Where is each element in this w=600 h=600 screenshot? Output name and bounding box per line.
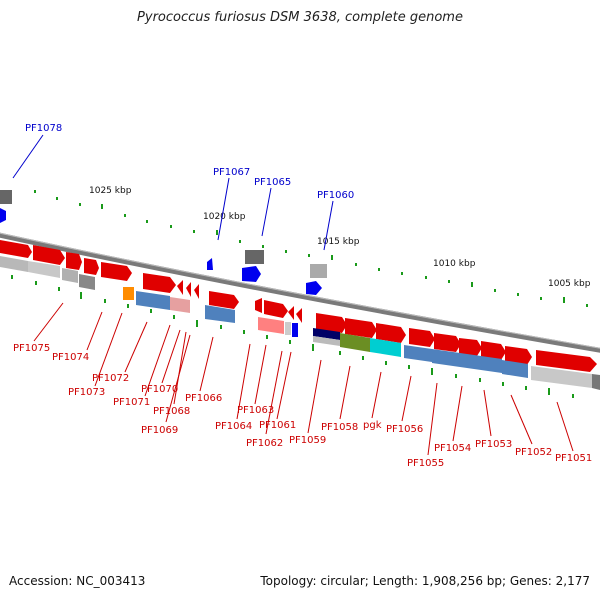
bottom-strand-genes xyxy=(0,240,597,372)
genome-backbone xyxy=(0,232,600,353)
gene-pf1060-gray[interactable] xyxy=(310,264,327,278)
gene-pf1073[interactable] xyxy=(66,252,82,270)
top-strand-genes xyxy=(0,190,327,295)
gene-label-pf1059[interactable]: PF1059 xyxy=(289,435,326,446)
scale-label: 1020 kbp xyxy=(203,212,246,222)
gene-pf1078-blue[interactable] xyxy=(0,208,6,223)
genome-summary-text: Topology: circular; Length: 1,908,256 bp… xyxy=(260,574,590,588)
bottom-leaders xyxy=(33,302,574,456)
gene-pf1054[interactable] xyxy=(459,338,482,356)
gene-pf1078[interactable] xyxy=(0,190,12,204)
gene-pf1066[interactable] xyxy=(209,291,239,309)
gene-label-pf1068[interactable]: PF1068 xyxy=(153,406,190,417)
gene-label-pf1064[interactable]: PF1064 xyxy=(215,421,252,432)
gene-pf1063[interactable] xyxy=(264,300,288,318)
gene-pf1058[interactable] xyxy=(345,318,377,338)
gene-label-pf1058[interactable]: PF1058 xyxy=(321,422,358,433)
gene-label-pf1066[interactable]: PF1066 xyxy=(185,393,222,404)
gene-label-pf1075[interactable]: PF1075 xyxy=(13,343,50,354)
gene-pf1053[interactable] xyxy=(481,341,506,360)
gene-label-pf1063[interactable]: PF1063 xyxy=(237,405,274,416)
gene-pf1052[interactable] xyxy=(505,346,532,365)
gene-label-pf1053[interactable]: PF1053 xyxy=(475,439,512,450)
gene-pf1074[interactable] xyxy=(33,245,65,265)
gene-pf1060[interactable] xyxy=(306,281,322,295)
scale-label: 1015 kbp xyxy=(317,237,360,247)
scale-label: 1025 kbp xyxy=(89,186,132,196)
scale-dots xyxy=(34,190,588,307)
gene-pf1069[interactable] xyxy=(186,282,191,297)
gene-pf1065-gray[interactable] xyxy=(245,250,264,264)
gene-pf1069b[interactable] xyxy=(194,284,199,299)
scale-label: 1005 kbp xyxy=(548,279,591,289)
gene-pf1064[interactable] xyxy=(255,298,262,313)
gene-label-pf1052[interactable]: PF1052 xyxy=(515,447,552,458)
top-labels: PF1078 PF1067 PF1065 PF1060 xyxy=(25,123,354,201)
gene-label-pf1054[interactable]: PF1054 xyxy=(434,443,471,454)
gene-label-pf1074[interactable]: PF1074 xyxy=(52,352,89,363)
gene-label-pf1051[interactable]: PF1051 xyxy=(555,453,592,464)
gene-label-pf1060[interactable]: PF1060 xyxy=(317,190,354,201)
gene-pf1075[interactable] xyxy=(0,240,32,258)
gene-pf1062[interactable] xyxy=(288,306,294,320)
gene-label-pf1071[interactable]: PF1071 xyxy=(113,397,150,408)
gene-pf1065[interactable] xyxy=(242,266,261,282)
gene-pf1056[interactable] xyxy=(409,328,435,347)
gene-label-pf1070[interactable]: PF1070 xyxy=(141,384,178,395)
gene-pf1071[interactable] xyxy=(101,262,132,281)
gene-label-pf1072[interactable]: PF1072 xyxy=(92,373,129,384)
gene-label-pf1067[interactable]: PF1067 xyxy=(213,167,250,178)
gene-label-pf1078[interactable]: PF1078 xyxy=(25,123,62,134)
top-leaders xyxy=(12,134,334,251)
gene-pf1059[interactable] xyxy=(316,313,347,333)
scale-label: 1010 kbp xyxy=(433,259,476,269)
gene-label-pf1065[interactable]: PF1065 xyxy=(254,177,291,188)
bottom-labels: PF1075 PF1074 PF1073 PF1072 PF1071 PF107… xyxy=(13,343,592,469)
gene-label-pf1073[interactable]: PF1073 xyxy=(68,387,105,398)
gene-pf1067[interactable] xyxy=(207,258,213,270)
gene-pf1072[interactable] xyxy=(84,258,99,275)
gene-pf1055[interactable] xyxy=(434,333,461,352)
gene-label-pf1061[interactable]: PF1061 xyxy=(259,420,296,431)
gene-pf1051[interactable] xyxy=(536,350,597,372)
annotation-bars xyxy=(0,256,600,390)
lower-ticks xyxy=(11,275,574,398)
gene-pf1061[interactable] xyxy=(296,308,302,323)
accession-text: Accession: NC_003413 xyxy=(9,574,146,588)
gene-label-pgk[interactable]: pgk xyxy=(363,420,382,431)
map-title: Pyrococcus furiosus DSM 3638, complete g… xyxy=(137,10,463,25)
gene-pf1070[interactable] xyxy=(143,273,176,293)
gene-pf1068[interactable] xyxy=(177,280,183,295)
gene-label-pf1062[interactable]: PF1062 xyxy=(246,438,283,449)
gene-label-pf1069[interactable]: PF1069 xyxy=(141,425,178,436)
gene-pgk[interactable] xyxy=(376,323,406,343)
scale-labels: 1025 kbp 1020 kbp 1015 kbp 1010 kbp 1005… xyxy=(89,186,591,289)
gene-label-pf1056[interactable]: PF1056 xyxy=(386,424,423,435)
gene-label-pf1055[interactable]: PF1055 xyxy=(407,458,444,469)
